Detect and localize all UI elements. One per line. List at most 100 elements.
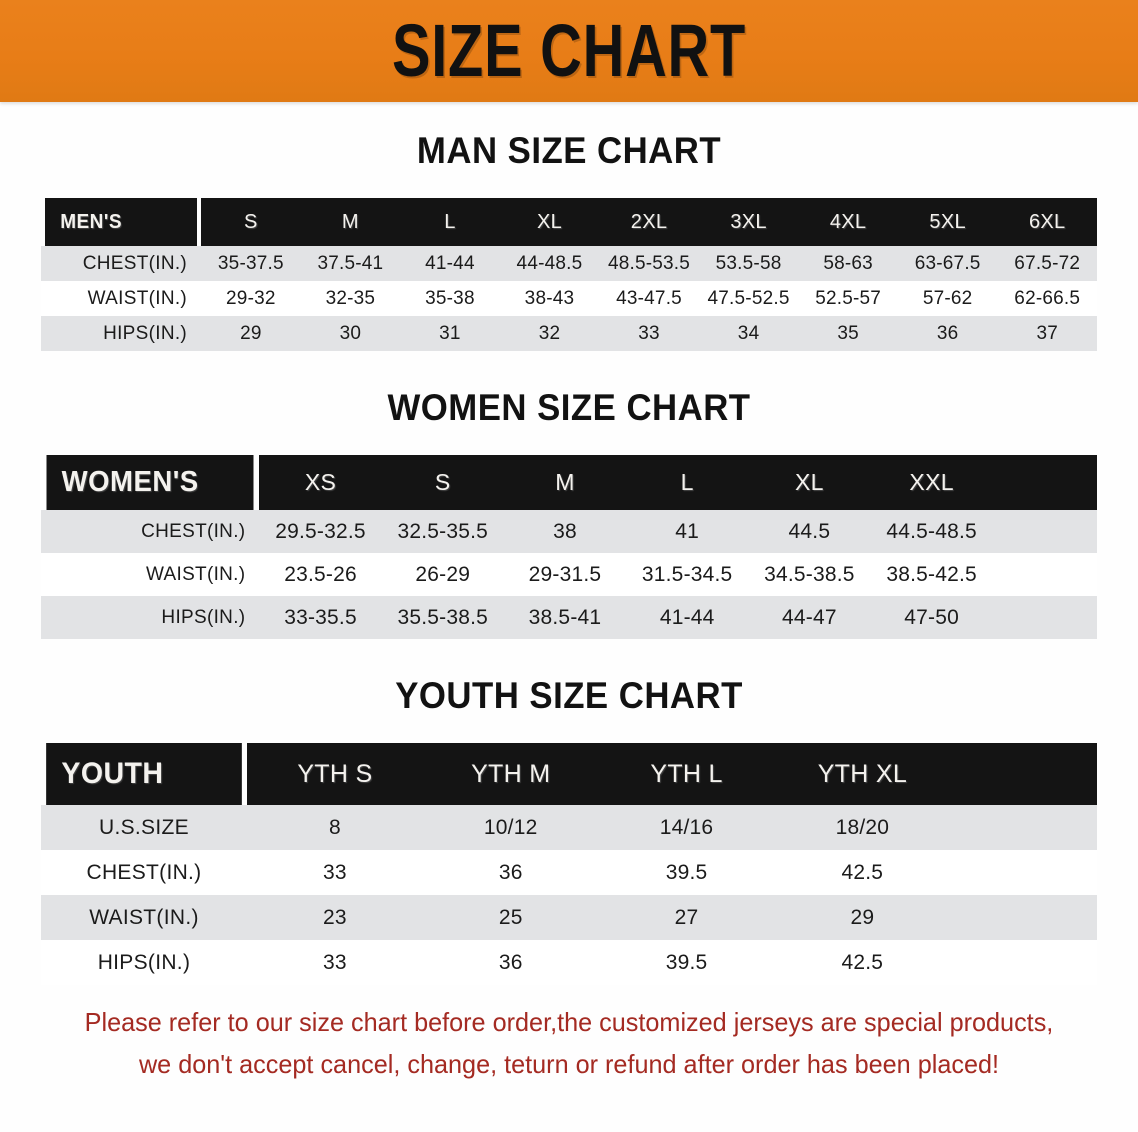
women-table-head: WOMEN'S XS S M L XL XXL xyxy=(41,455,1097,510)
man-hips-3xl: 34 xyxy=(698,316,799,351)
man-chest-xl: 44-48.5 xyxy=(499,246,600,281)
banner-title: SIZE CHART xyxy=(391,9,747,92)
women-size-header-l: L xyxy=(626,455,749,510)
man-hips-2xl: 33 xyxy=(599,316,699,351)
man-waist-l: 35-38 xyxy=(400,281,500,316)
man-waist-s: 29-32 xyxy=(201,281,301,316)
women-size-header-m: M xyxy=(503,455,627,510)
table-row: CHEST(IN.) 33 36 39.5 42.5 xyxy=(41,850,1097,895)
man-section-title: MAN SIZE CHART xyxy=(416,130,722,171)
youth-table-head: YOUTH YTH S YTH M YTH L YTH XL xyxy=(41,743,1097,805)
youth-chest-s: 33 xyxy=(246,850,423,895)
women-hips-s: 35.5-38.5 xyxy=(381,596,504,639)
women-header-row: WOMEN'S XS S M L XL XXL xyxy=(41,455,1097,510)
order-policy-note-line-2: we don't accept cancel, change, teturn o… xyxy=(138,1049,1000,1080)
man-chest-s: 35-37.5 xyxy=(201,246,301,281)
man-hips-m: 30 xyxy=(300,316,401,351)
man-table-head: MEN'S S M L XL 2XL 3XL 4XL 5XL 6XL xyxy=(41,198,1097,246)
women-waist-m: 29-31.5 xyxy=(503,553,627,596)
women-chest-m: 38 xyxy=(503,510,627,553)
man-size-header-s: S xyxy=(201,198,301,246)
women-row-label-hips: HIPS(IN.) xyxy=(41,596,260,639)
order-policy-note: Please refer to our size chart before or… xyxy=(36,1001,1103,1085)
youth-table-body: U.S.SIZE 8 10/12 14/16 18/20 CHEST(IN.) … xyxy=(41,805,1097,985)
man-size-header-xl: XL xyxy=(499,198,600,246)
man-waist-3xl: 47.5-52.5 xyxy=(698,281,799,316)
women-header-pad xyxy=(992,455,1097,510)
youth-chest-xl: 42.5 xyxy=(774,850,951,895)
table-row: WAIST(IN.) 23 25 27 29 xyxy=(41,895,1097,940)
youth-ussize-m: 10/12 xyxy=(422,805,599,850)
youth-size-header-l: YTH L xyxy=(598,743,775,805)
women-size-header-xxl: XXL xyxy=(870,455,993,510)
youth-section-title: YOUTH SIZE CHART xyxy=(395,675,743,716)
table-row: HIPS(IN.) 29 30 31 32 33 34 35 36 37 xyxy=(41,316,1097,351)
women-section-title: WOMEN SIZE CHART xyxy=(387,387,751,428)
youth-hips-s: 33 xyxy=(246,940,423,985)
youth-row-label-hips: HIPS(IN.) xyxy=(41,940,247,985)
man-category-label: MEN'S xyxy=(45,198,198,246)
man-size-table-wrap: MEN'S S M L XL 2XL 3XL 4XL 5XL 6XL CHEST… xyxy=(41,198,1097,351)
women-waist-xxl: 38.5-42.5 xyxy=(870,553,993,596)
women-size-table-wrap: WOMEN'S XS S M L XL XXL CHEST(IN.) 29.5-… xyxy=(41,455,1097,639)
man-size-header-6xl: 6XL xyxy=(997,198,1097,246)
order-policy-note-line-1: Please refer to our size chart before or… xyxy=(84,1007,1054,1037)
youth-hips-l: 39.5 xyxy=(598,940,775,985)
women-waist-l: 31.5-34.5 xyxy=(626,553,749,596)
youth-size-header-m: YTH M xyxy=(422,743,599,805)
man-chest-6xl: 67.5-72 xyxy=(997,246,1097,281)
women-chest-xs: 29.5-32.5 xyxy=(259,510,382,553)
women-waist-xl: 34.5-38.5 xyxy=(748,553,871,596)
youth-hips-m: 36 xyxy=(422,940,599,985)
women-row-label-waist: WAIST(IN.) xyxy=(41,553,260,596)
women-size-header-xl: XL xyxy=(748,455,871,510)
youth-chest-pad xyxy=(950,850,1097,895)
youth-ussize-xl: 18/20 xyxy=(774,805,951,850)
man-size-header-5xl: 5XL xyxy=(897,198,998,246)
women-waist-pad xyxy=(992,553,1097,596)
youth-ussize-s: 8 xyxy=(246,805,423,850)
youth-ussize-pad xyxy=(950,805,1097,850)
man-chest-m: 37.5-41 xyxy=(300,246,401,281)
table-row: HIPS(IN.) 33 36 39.5 42.5 xyxy=(41,940,1097,985)
man-chest-5xl: 63-67.5 xyxy=(897,246,998,281)
man-row-label-chest: CHEST(IN.) xyxy=(41,246,202,281)
youth-category-label: YOUTH xyxy=(46,743,242,805)
women-chest-l: 41 xyxy=(626,510,749,553)
youth-waist-xl: 29 xyxy=(774,895,951,940)
youth-hips-pad xyxy=(950,940,1097,985)
women-chest-xl: 44.5 xyxy=(748,510,871,553)
youth-ussize-l: 14/16 xyxy=(598,805,775,850)
women-size-table: WOMEN'S XS S M L XL XXL CHEST(IN.) 29.5-… xyxy=(41,455,1097,639)
women-waist-xs: 23.5-26 xyxy=(259,553,382,596)
youth-size-header-xl: YTH XL xyxy=(774,743,951,805)
youth-header-row: YOUTH YTH S YTH M YTH L YTH XL xyxy=(41,743,1097,805)
table-row: HIPS(IN.) 33-35.5 35.5-38.5 38.5-41 41-4… xyxy=(41,596,1097,639)
youth-size-header-s: YTH S xyxy=(246,743,423,805)
man-size-header-m: M xyxy=(300,198,401,246)
women-chest-xxl: 44.5-48.5 xyxy=(870,510,993,553)
man-hips-xl: 32 xyxy=(499,316,600,351)
women-size-header-s: S xyxy=(381,455,504,510)
man-size-header-l: L xyxy=(400,198,500,246)
table-row: CHEST(IN.) 29.5-32.5 32.5-35.5 38 41 44.… xyxy=(41,510,1097,553)
man-row-label-hips: HIPS(IN.) xyxy=(41,316,202,351)
man-size-header-3xl: 3XL xyxy=(698,198,799,246)
table-row: WAIST(IN.) 23.5-26 26-29 29-31.5 31.5-34… xyxy=(41,553,1097,596)
man-waist-m: 32-35 xyxy=(300,281,401,316)
youth-row-label-us-size: U.S.SIZE xyxy=(41,805,247,850)
women-chest-pad xyxy=(992,510,1097,553)
page-banner: SIZE CHART xyxy=(0,0,1138,102)
man-hips-6xl: 37 xyxy=(997,316,1097,351)
youth-header-pad xyxy=(950,743,1097,805)
women-hips-xl: 44-47 xyxy=(748,596,871,639)
table-row: CHEST(IN.) 35-37.5 37.5-41 41-44 44-48.5… xyxy=(41,246,1097,281)
man-waist-5xl: 57-62 xyxy=(897,281,998,316)
women-row-label-chest: CHEST(IN.) xyxy=(41,510,260,553)
youth-size-table-wrap: YOUTH YTH S YTH M YTH L YTH XL U.S.SIZE … xyxy=(41,743,1097,985)
youth-waist-m: 25 xyxy=(422,895,599,940)
youth-size-table: YOUTH YTH S YTH M YTH L YTH XL U.S.SIZE … xyxy=(41,743,1097,985)
youth-row-label-chest: CHEST(IN.) xyxy=(41,850,247,895)
man-size-header-4xl: 4XL xyxy=(798,198,898,246)
